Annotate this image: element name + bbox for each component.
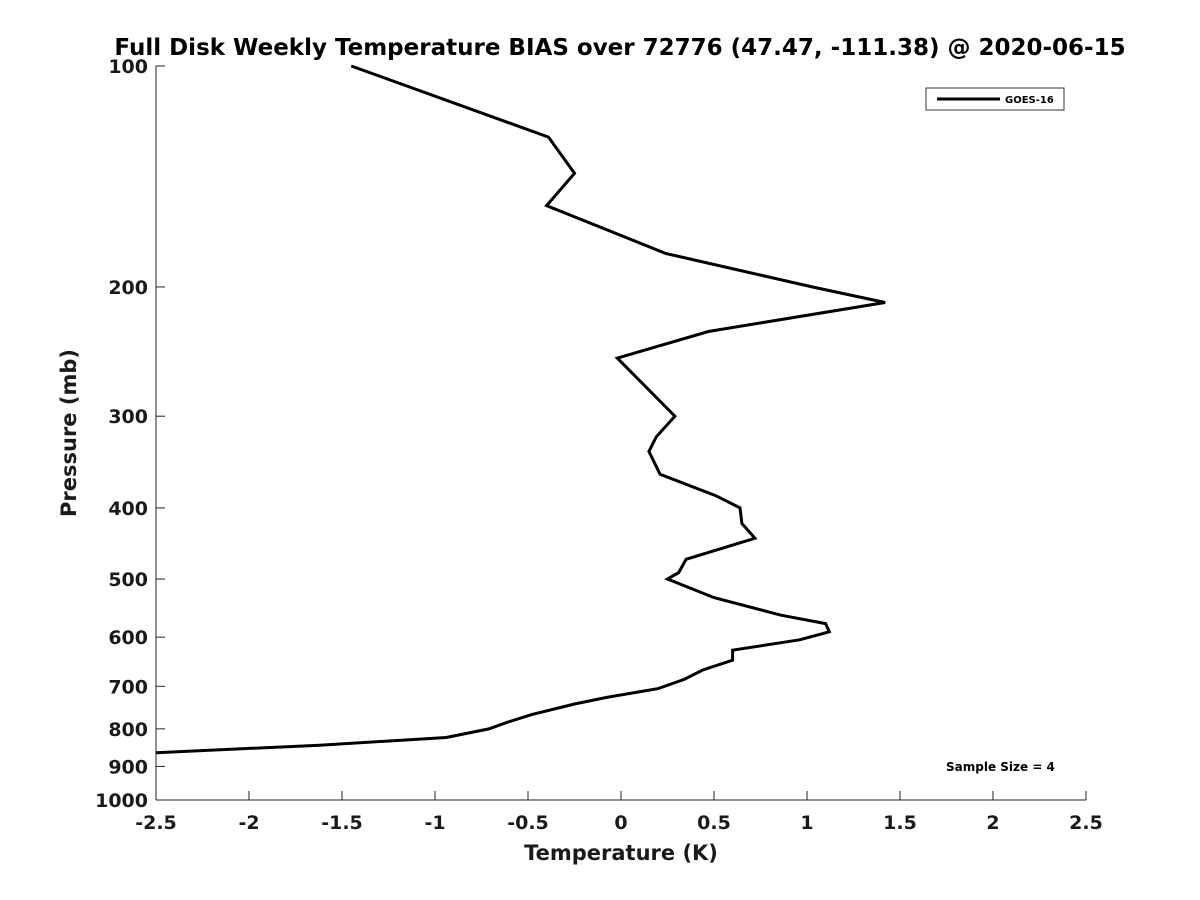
x-tick-label: 0 xyxy=(614,812,627,834)
x-tick-label: 1 xyxy=(800,812,813,834)
y-tick-label: 700 xyxy=(108,676,148,698)
y-tick-label: 1000 xyxy=(95,790,148,812)
y-tick-label: 600 xyxy=(108,627,148,649)
y-axis-label: Pressure (mb) xyxy=(57,349,81,517)
x-tick-label: -1.5 xyxy=(321,812,363,834)
x-tick-label: 2.5 xyxy=(1069,812,1103,834)
x-axis-label: Temperature (K) xyxy=(524,841,718,865)
sample-size-annotation: Sample Size = 4 xyxy=(946,760,1055,774)
y-tick-label: 500 xyxy=(108,569,148,591)
x-tick-label: -0.5 xyxy=(507,812,549,834)
x-tick-label: -1 xyxy=(424,812,445,834)
y-tick-label: 200 xyxy=(108,277,148,299)
y-tick-label: 100 xyxy=(108,56,148,78)
plot-area: -2.5 -2 -1.5 -1 -0.5 0 0.5 1 1.5 2 2.5 100 200 300 40… xyxy=(95,56,1103,834)
x-tick-label: 2 xyxy=(986,812,999,834)
legend: GOES-16 xyxy=(925,87,1065,111)
series-line-goes-16 xyxy=(155,64,886,755)
y-tick-label: 400 xyxy=(108,498,148,520)
y-tick-label: 800 xyxy=(108,719,148,741)
y-tick-label: 300 xyxy=(108,406,148,428)
x-tick-label: -2.5 xyxy=(135,812,177,834)
x-ticks: -2.5 -2 -1.5 -1 -0.5 0 0.5 1 1.5 2 2.5 xyxy=(135,791,1103,834)
x-tick-label: 0.5 xyxy=(697,812,731,834)
x-tick-label: -2 xyxy=(238,812,259,834)
legend-entry: GOES-16 xyxy=(1005,95,1054,106)
chart-title: Full Disk Weekly Temperature BIAS over 7… xyxy=(114,35,1125,61)
y-ticks: 100 200 300 400 500 600 700 800 900 1000 xyxy=(95,56,165,812)
x-tick-label: 1.5 xyxy=(883,812,917,834)
y-tick-label: 900 xyxy=(108,756,148,778)
